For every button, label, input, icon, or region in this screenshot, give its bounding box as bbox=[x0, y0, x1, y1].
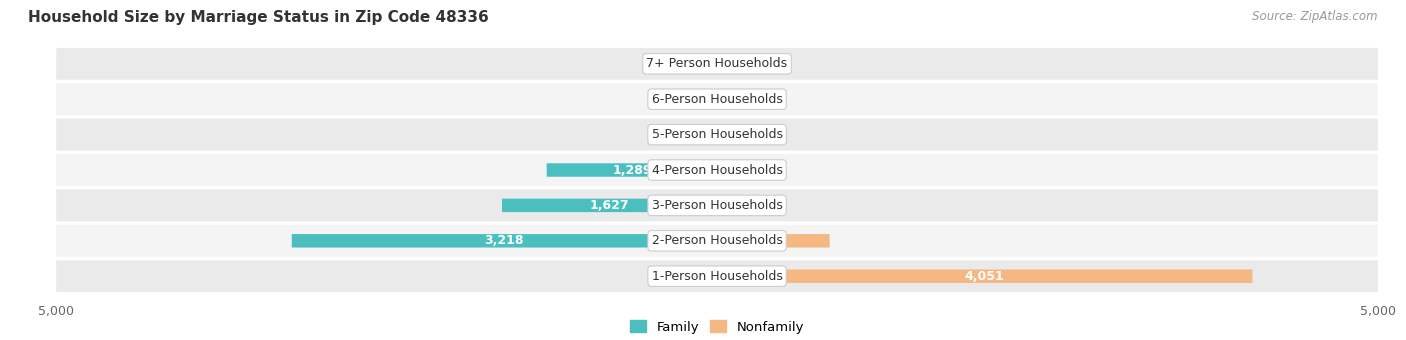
Text: 16: 16 bbox=[727, 57, 742, 70]
Text: 2-Person Households: 2-Person Households bbox=[651, 234, 783, 247]
Text: 3-Person Households: 3-Person Households bbox=[651, 199, 783, 212]
Text: 4,051: 4,051 bbox=[965, 270, 1005, 283]
Text: 17: 17 bbox=[727, 199, 744, 212]
Text: 229: 229 bbox=[655, 57, 679, 70]
Text: 3,218: 3,218 bbox=[485, 234, 524, 247]
FancyBboxPatch shape bbox=[56, 189, 1378, 221]
Text: 852: 852 bbox=[761, 234, 786, 247]
Text: 267: 267 bbox=[650, 128, 673, 141]
FancyBboxPatch shape bbox=[717, 270, 1253, 283]
FancyBboxPatch shape bbox=[717, 57, 720, 70]
FancyBboxPatch shape bbox=[717, 163, 721, 177]
FancyBboxPatch shape bbox=[56, 119, 1378, 151]
Text: 6-Person Households: 6-Person Households bbox=[651, 93, 783, 106]
Text: Source: ZipAtlas.com: Source: ZipAtlas.com bbox=[1253, 10, 1378, 23]
FancyBboxPatch shape bbox=[502, 199, 717, 212]
Text: 5-Person Households: 5-Person Households bbox=[651, 128, 783, 141]
FancyBboxPatch shape bbox=[292, 234, 717, 248]
FancyBboxPatch shape bbox=[547, 163, 717, 177]
Text: 29: 29 bbox=[728, 164, 745, 176]
Text: 0: 0 bbox=[725, 128, 733, 141]
FancyBboxPatch shape bbox=[699, 92, 717, 106]
Legend: Family, Nonfamily: Family, Nonfamily bbox=[626, 315, 808, 339]
FancyBboxPatch shape bbox=[682, 128, 717, 141]
Text: 137: 137 bbox=[668, 93, 690, 106]
Text: 1,627: 1,627 bbox=[589, 199, 630, 212]
FancyBboxPatch shape bbox=[56, 154, 1378, 186]
FancyBboxPatch shape bbox=[686, 57, 717, 70]
Text: 1,289: 1,289 bbox=[612, 164, 651, 176]
FancyBboxPatch shape bbox=[56, 260, 1378, 292]
Text: Household Size by Marriage Status in Zip Code 48336: Household Size by Marriage Status in Zip… bbox=[28, 10, 489, 25]
FancyBboxPatch shape bbox=[56, 83, 1378, 115]
FancyBboxPatch shape bbox=[56, 48, 1378, 80]
Text: 0: 0 bbox=[702, 270, 709, 283]
FancyBboxPatch shape bbox=[717, 199, 720, 212]
Text: 1-Person Households: 1-Person Households bbox=[651, 270, 783, 283]
Text: 4-Person Households: 4-Person Households bbox=[651, 164, 783, 176]
Text: 0: 0 bbox=[725, 93, 733, 106]
FancyBboxPatch shape bbox=[56, 225, 1378, 257]
FancyBboxPatch shape bbox=[717, 234, 830, 248]
Text: 7+ Person Households: 7+ Person Households bbox=[647, 57, 787, 70]
